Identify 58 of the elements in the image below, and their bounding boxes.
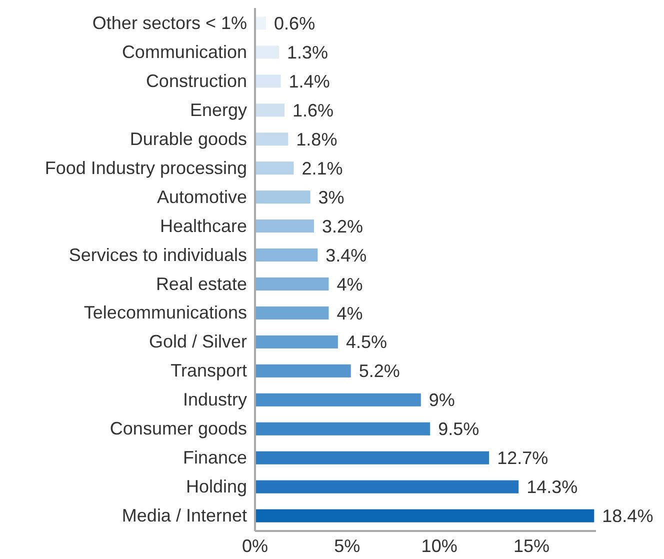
y-tick-label: Telecommunications	[84, 302, 247, 323]
bar	[255, 480, 519, 494]
y-tick-label: Healthcare	[160, 216, 247, 236]
y-tick-label: Construction	[146, 70, 247, 91]
data-label: 5.2%	[358, 361, 400, 382]
data-label: 1.8%	[296, 129, 338, 150]
bar	[255, 16, 266, 30]
y-tick-label: Consumer goods	[110, 418, 247, 439]
data-label: 3%	[318, 187, 344, 208]
y-tick-label: Automotive	[156, 186, 247, 207]
data-label: 4%	[336, 274, 363, 294]
bar	[255, 509, 594, 522]
data-label: 12.7%	[497, 448, 548, 468]
bar	[255, 220, 314, 233]
bar	[255, 46, 279, 59]
bar	[255, 132, 288, 146]
y-tick-label: Holding	[186, 476, 247, 497]
x-tick-label: 5%	[334, 536, 360, 556]
data-label: 3.2%	[322, 216, 364, 236]
bar	[255, 74, 281, 88]
bar	[255, 104, 284, 117]
bar	[255, 335, 338, 348]
data-label: 1.6%	[292, 100, 334, 120]
bar	[255, 422, 430, 436]
y-tick-label: Food Industry processing	[44, 158, 247, 178]
data-label: 9%	[428, 390, 455, 410]
data-label: 4.5%	[346, 332, 387, 352]
data-label: 9.5%	[438, 419, 480, 440]
bar	[255, 393, 421, 406]
bar	[255, 277, 329, 291]
y-tick-label: Other sectors < 1%	[92, 12, 247, 33]
y-tick-label: Transport	[170, 360, 247, 381]
bar	[255, 162, 294, 175]
y-tick-label: Services to individuals	[68, 244, 247, 265]
data-label: 4%	[336, 303, 363, 324]
bar	[255, 248, 318, 262]
data-label: 3.4%	[326, 245, 367, 266]
bar	[255, 364, 351, 378]
y-tick-label: Industry	[182, 390, 247, 410]
data-label: 18.4%	[602, 506, 654, 526]
x-tick-label: 0%	[242, 536, 268, 556]
bar	[255, 451, 490, 464]
y-tick-label: Finance	[182, 448, 247, 468]
y-tick-label: Durable goods	[130, 128, 247, 149]
bar	[255, 306, 329, 320]
y-tick-label: Real estate	[156, 274, 247, 294]
data-label: 1.3%	[286, 42, 328, 62]
data-label: 2.1%	[302, 158, 343, 178]
y-tick-label: Gold / Silver	[148, 332, 247, 352]
data-label: 0.6%	[274, 14, 316, 34]
data-label: 1.4%	[288, 71, 330, 92]
y-tick-label: Media / Internet	[122, 506, 247, 526]
x-tick-label: 15%	[513, 536, 550, 556]
y-tick-label: Communication	[122, 42, 247, 62]
x-tick-label: 10%	[421, 536, 458, 556]
y-tick-label: Energy	[190, 100, 247, 120]
bar	[255, 190, 310, 204]
data-label: 14.3%	[526, 477, 578, 498]
